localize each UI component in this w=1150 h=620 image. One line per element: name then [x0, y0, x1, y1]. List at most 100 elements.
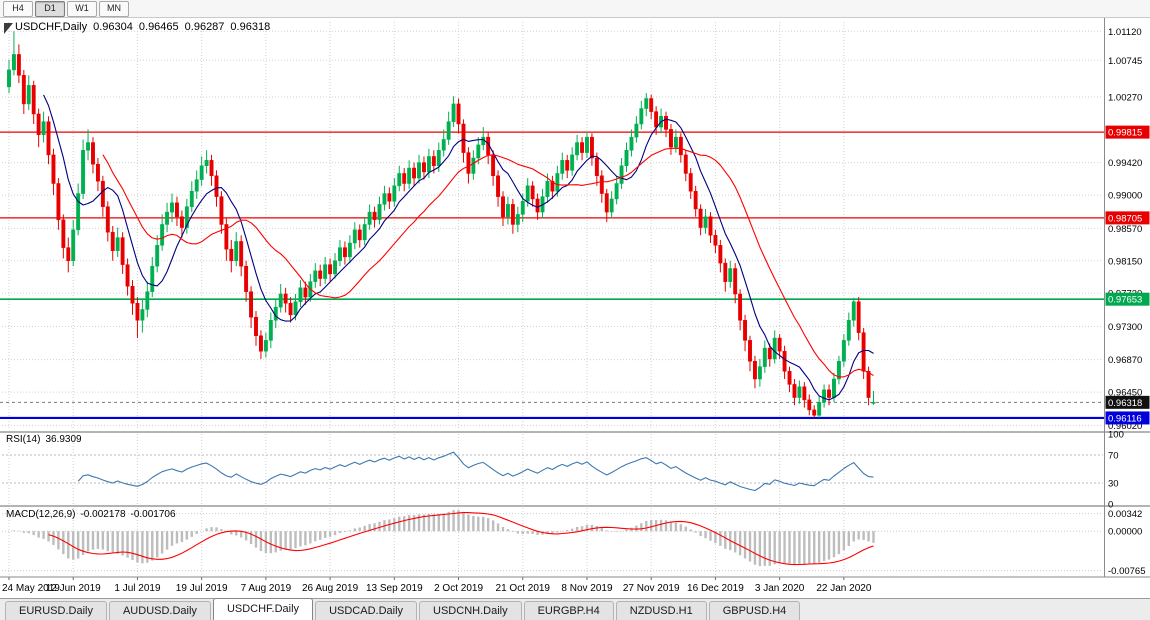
- candle-body: [179, 216, 184, 228]
- macd-signal-value: -0.001706: [130, 509, 176, 520]
- candle-body: [609, 198, 614, 213]
- symbol-tab-usdcnh-daily[interactable]: USDCNH.Daily: [419, 601, 522, 620]
- candle-body: [846, 320, 851, 341]
- candle-body: [728, 268, 733, 282]
- candle-body: [318, 270, 323, 279]
- candle-body: [836, 360, 841, 380]
- rsi-value: 36.9309: [45, 434, 82, 445]
- chart-title: USDCHF,Daily 0.96304 0.96465 0.96287 0.96318: [15, 21, 276, 33]
- candle-body: [851, 301, 856, 321]
- candle-body: [81, 150, 86, 194]
- bid-price-badge: [1105, 395, 1150, 409]
- candle-body: [708, 216, 713, 236]
- symbol-tab-nzdusd-h1[interactable]: NZDUSD.H1: [615, 601, 707, 620]
- candle-body: [560, 160, 565, 174]
- price-tick-label: 0.99420: [1108, 158, 1142, 169]
- candle-body: [347, 242, 352, 258]
- candle-body: [323, 264, 328, 279]
- candle-body: [589, 136, 594, 159]
- ohlc-close: 0.96318: [230, 21, 271, 33]
- rsi-line: [77, 451, 874, 492]
- candle-body: [175, 202, 179, 217]
- candle-body: [422, 162, 426, 173]
- candle-body: [441, 139, 446, 151]
- candle-body: [654, 111, 659, 128]
- level-price-badge-text: 0.99815: [1108, 128, 1142, 139]
- price-tick-label: 0.96870: [1108, 355, 1142, 366]
- rsi-tick-label: 100: [1108, 430, 1124, 441]
- candle-body: [733, 268, 738, 295]
- symbol-tab-audusd-daily[interactable]: AUDUSD.Daily: [108, 601, 211, 620]
- price-tick-label: 0.97300: [1108, 322, 1142, 333]
- candle-body: [476, 144, 481, 159]
- candle-body: [46, 121, 51, 156]
- candle-body: [249, 291, 254, 318]
- date-label: 13 Sep 2019: [366, 583, 423, 594]
- candle-body: [61, 219, 66, 248]
- candle-body: [382, 193, 387, 205]
- bid-price-badge-text: 0.96318: [1108, 398, 1142, 409]
- candle-body: [807, 399, 812, 411]
- candle-body: [357, 229, 362, 241]
- symbol-tab-eurgbp-h4[interactable]: EURGBP.H4: [523, 601, 614, 620]
- candle-body: [748, 340, 752, 362]
- candle-body: [115, 237, 120, 251]
- candle-body: [555, 173, 560, 192]
- candle-body: [817, 401, 822, 416]
- date-label: 7 Aug 2019: [241, 583, 292, 594]
- candle-body: [263, 340, 268, 352]
- candle-body: [51, 154, 56, 184]
- candle-body: [283, 293, 288, 304]
- candle-body: [71, 229, 76, 262]
- timeframe-button-d1[interactable]: D1: [35, 0, 65, 17]
- symbol-tab-eurusd-daily[interactable]: EURUSD.Daily: [5, 601, 107, 620]
- candle-body: [664, 116, 668, 130]
- macd-name: MACD(12,26,9): [6, 509, 76, 520]
- candle-body: [757, 366, 762, 380]
- candle-body: [234, 241, 239, 262]
- symbol-tab-usdchf-daily[interactable]: USDCHF.Daily: [212, 598, 314, 620]
- candle-body: [239, 241, 244, 267]
- candle-body: [456, 103, 461, 125]
- candle-body: [16, 54, 21, 76]
- date-label: 8 Nov 2019: [561, 583, 613, 594]
- candle-body: [407, 167, 412, 184]
- timeframe-button-mn[interactable]: MN: [99, 0, 129, 17]
- candle-body: [841, 340, 846, 362]
- rsi-indicator-label: RSI(14) 36.9309: [6, 434, 87, 445]
- candle-body: [501, 196, 505, 217]
- candle-body: [827, 389, 831, 398]
- candle-body: [303, 287, 308, 298]
- candle-body: [792, 384, 797, 398]
- candle-body: [451, 103, 456, 122]
- date-label: 16 Dec 2019: [687, 583, 744, 594]
- candle-body: [673, 136, 678, 148]
- macd-signal-line: [48, 512, 874, 566]
- macd-tick-label: -0.00765: [1108, 566, 1146, 577]
- price-tick-label: 1.00270: [1108, 92, 1142, 103]
- date-label: 3 Jan 2020: [755, 583, 805, 594]
- candle-body: [387, 193, 392, 202]
- candle-body: [150, 265, 155, 292]
- ohlc-low: 0.96287: [184, 21, 225, 33]
- timeframe-button-h4[interactable]: H4: [3, 0, 33, 17]
- ma-slow-line: [102, 147, 874, 378]
- candle-body: [342, 247, 347, 258]
- candle-body: [219, 196, 224, 225]
- candle-body: [377, 204, 382, 221]
- symbol-tab-gbpusd-h4[interactable]: GBPUSD.H4: [708, 601, 801, 620]
- price-tick-label: 1.01120: [1108, 27, 1142, 38]
- date-label: 26 Aug 2019: [302, 583, 359, 594]
- candle-body: [56, 183, 61, 221]
- price-tick-label: 1.00745: [1108, 56, 1142, 67]
- candle-body: [224, 224, 229, 250]
- candle-body: [525, 185, 530, 202]
- candle-body: [244, 265, 249, 292]
- candle-body: [703, 216, 708, 228]
- candle-body: [471, 157, 476, 174]
- candle-body: [565, 160, 570, 171]
- timeframe-button-w1[interactable]: W1: [67, 0, 97, 17]
- symbol-tab-usdcad-daily[interactable]: USDCAD.Daily: [315, 601, 418, 620]
